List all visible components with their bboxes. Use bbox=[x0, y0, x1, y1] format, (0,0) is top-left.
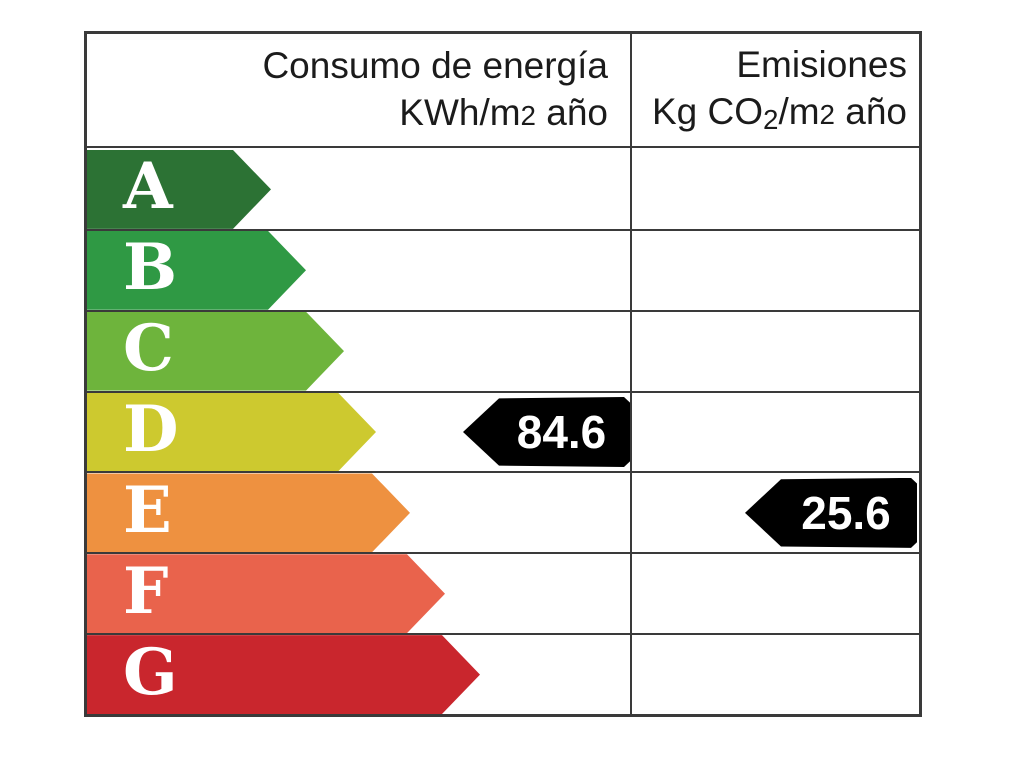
rating-arrow-e: E bbox=[87, 473, 410, 552]
rating-row-c: C bbox=[87, 309, 919, 391]
emissions-value-arrow: 25.6 bbox=[745, 478, 917, 548]
emissions-column-header: Emisiones Kg CO2/m2 año bbox=[632, 34, 919, 146]
rating-letter-a: A bbox=[123, 149, 173, 225]
rating-letter-e: E bbox=[123, 472, 172, 548]
rating-arrow-c: C bbox=[87, 312, 344, 391]
rating-rows: A B C D 84.6 bbox=[87, 150, 919, 714]
rating-row-f: F bbox=[87, 552, 919, 633]
rating-arrow-d: D bbox=[87, 393, 376, 472]
table-header: Consumo de energía KWh/m2 año Emisiones … bbox=[87, 34, 919, 148]
rating-arrow-g: G bbox=[87, 635, 480, 714]
column-divider bbox=[630, 34, 632, 714]
rating-letter-f: F bbox=[123, 553, 169, 629]
consumption-value-arrow: 84.6 bbox=[463, 397, 630, 467]
rating-row-b: B bbox=[87, 228, 919, 310]
rating-table: Consumo de energía KWh/m2 año Emisiones … bbox=[84, 31, 922, 717]
rating-row-a: A bbox=[87, 150, 919, 229]
rating-letter-g: G bbox=[123, 634, 178, 710]
rating-row-e: E 25.6 bbox=[87, 471, 919, 552]
emissions-header-line2: Kg CO2/m2 año bbox=[651, 90, 907, 135]
consumption-column-header: Consumo de energía KWh/m2 año bbox=[87, 34, 632, 146]
rating-letter-c: C bbox=[123, 311, 174, 387]
rating-row-g: G bbox=[87, 633, 919, 714]
consumption-header-line1: Consumo de energía bbox=[262, 45, 608, 87]
emissions-value: 25.6 bbox=[801, 486, 891, 539]
rating-arrow-a: A bbox=[87, 150, 271, 229]
rating-row-d: D 84.6 bbox=[87, 390, 919, 472]
consumption-header-line2: KWh/m2 año bbox=[399, 92, 608, 133]
rating-letter-d: D bbox=[123, 392, 179, 467]
rating-arrow-f: F bbox=[87, 554, 445, 633]
rating-arrow-b: B bbox=[87, 231, 306, 310]
rating-letter-b: B bbox=[123, 230, 178, 306]
consumption-value: 84.6 bbox=[516, 406, 607, 458]
emissions-header-line1: Emisiones bbox=[736, 44, 907, 86]
